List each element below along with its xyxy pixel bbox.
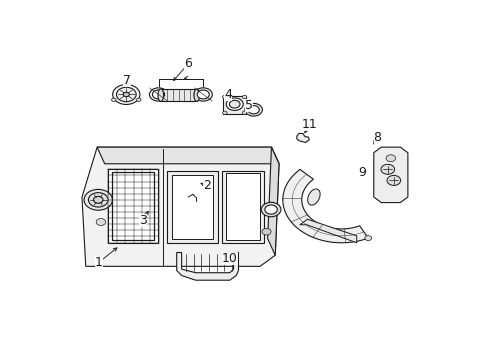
- Ellipse shape: [111, 98, 116, 102]
- Ellipse shape: [264, 205, 277, 214]
- Ellipse shape: [136, 98, 141, 102]
- Ellipse shape: [88, 193, 108, 207]
- Polygon shape: [176, 252, 238, 280]
- Ellipse shape: [116, 87, 136, 102]
- Ellipse shape: [226, 98, 243, 111]
- Polygon shape: [225, 174, 260, 240]
- Ellipse shape: [152, 90, 164, 99]
- Polygon shape: [82, 147, 279, 266]
- Text: 5: 5: [244, 99, 252, 112]
- Ellipse shape: [194, 88, 212, 101]
- Polygon shape: [97, 147, 279, 164]
- Text: 3: 3: [139, 214, 146, 227]
- Polygon shape: [172, 175, 213, 239]
- Ellipse shape: [229, 100, 240, 108]
- Ellipse shape: [124, 82, 128, 86]
- Text: 2: 2: [203, 179, 210, 193]
- Text: 6: 6: [184, 58, 192, 71]
- Polygon shape: [267, 147, 279, 255]
- Ellipse shape: [84, 189, 112, 210]
- Ellipse shape: [197, 90, 209, 99]
- Ellipse shape: [158, 89, 163, 102]
- Ellipse shape: [386, 155, 395, 162]
- Text: 8: 8: [373, 131, 381, 144]
- Polygon shape: [222, 171, 264, 243]
- Circle shape: [222, 111, 226, 114]
- Ellipse shape: [307, 189, 320, 205]
- Ellipse shape: [96, 219, 105, 225]
- Circle shape: [386, 175, 400, 185]
- Ellipse shape: [247, 105, 259, 114]
- Circle shape: [380, 164, 394, 174]
- Polygon shape: [299, 219, 356, 243]
- Polygon shape: [108, 169, 158, 243]
- Circle shape: [123, 92, 129, 97]
- Polygon shape: [296, 133, 309, 143]
- Ellipse shape: [261, 202, 280, 217]
- Polygon shape: [223, 96, 245, 114]
- Polygon shape: [167, 171, 218, 243]
- Ellipse shape: [194, 89, 199, 102]
- Text: 11: 11: [301, 118, 317, 131]
- Text: 7: 7: [123, 74, 131, 87]
- Ellipse shape: [93, 196, 103, 203]
- Circle shape: [242, 95, 246, 99]
- Polygon shape: [282, 170, 367, 243]
- Circle shape: [242, 111, 246, 114]
- Circle shape: [262, 228, 270, 235]
- Text: 9: 9: [358, 166, 366, 179]
- Text: 10: 10: [222, 252, 237, 265]
- Circle shape: [222, 95, 226, 99]
- Text: 4: 4: [224, 88, 231, 101]
- Ellipse shape: [244, 103, 262, 116]
- Ellipse shape: [149, 88, 167, 101]
- Polygon shape: [373, 147, 407, 203]
- Polygon shape: [161, 89, 196, 102]
- Ellipse shape: [364, 235, 371, 240]
- Text: 1: 1: [95, 256, 103, 269]
- Ellipse shape: [112, 85, 140, 104]
